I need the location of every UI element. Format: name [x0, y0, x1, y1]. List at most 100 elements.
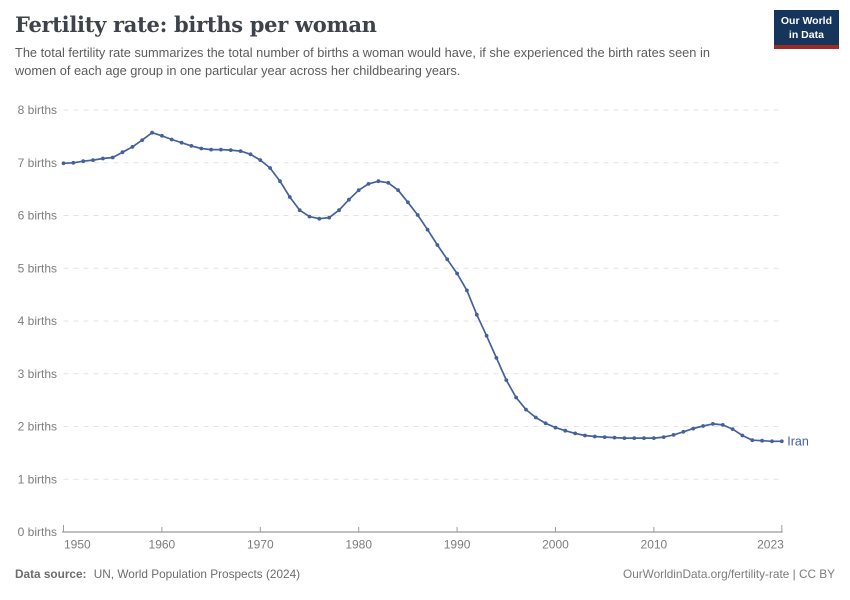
data-point[interactable] [268, 166, 272, 170]
data-point[interactable] [219, 147, 223, 152]
data-point[interactable] [779, 439, 784, 444]
data-point[interactable] [71, 160, 76, 165]
data-point[interactable] [396, 188, 400, 193]
data-point[interactable] [730, 427, 735, 431]
data-point[interactable] [504, 378, 509, 382]
y-axis-label: 8 births [18, 103, 57, 117]
data-point[interactable] [592, 434, 597, 439]
fertility-line-chart[interactable]: 0 births 1 births 2 births 3 births 4 births… [0, 95, 850, 565]
x-axis-label: 2010 [641, 538, 668, 552]
data-point[interactable] [652, 436, 656, 440]
y-axis-label: 0 births [18, 525, 57, 539]
data-point[interactable] [740, 433, 745, 438]
data-point[interactable] [356, 188, 361, 193]
data-point[interactable] [474, 312, 479, 317]
data-point[interactable] [327, 215, 332, 220]
data-point[interactable] [455, 271, 459, 276]
data-point[interactable] [563, 428, 568, 433]
y-axis-label: 7 births [18, 156, 57, 170]
data-point[interactable] [386, 180, 391, 185]
data-point[interactable] [642, 436, 646, 440]
data-point[interactable] [445, 257, 450, 262]
x-axis-label: 1950 [64, 538, 91, 552]
data-point[interactable] [524, 407, 528, 412]
y-axis-label: 5 births [18, 261, 57, 275]
data-point[interactable] [770, 439, 774, 444]
data-point[interactable] [179, 140, 184, 145]
data-point[interactable] [602, 435, 607, 439]
owid-logo[interactable]: Our World in Data [773, 10, 839, 50]
data-point[interactable] [573, 431, 578, 436]
data-point[interactable] [711, 422, 715, 426]
data-point[interactable] [160, 133, 164, 138]
data-point[interactable] [632, 436, 637, 440]
data-point[interactable] [484, 333, 489, 338]
data-point[interactable] [307, 214, 312, 219]
data-point[interactable] [612, 435, 617, 440]
data-point[interactable] [720, 423, 725, 427]
data-source: Data source: UN, World Population Prospe… [15, 567, 300, 581]
y-axis-label: 3 births [18, 367, 57, 381]
data-point[interactable] [425, 227, 430, 232]
data-point[interactable] [238, 149, 243, 153]
chart-header: Fertility rate: births per woman The tot… [15, 10, 839, 80]
data-point[interactable] [248, 152, 253, 157]
data-point[interactable] [278, 179, 282, 184]
data-point[interactable] [435, 243, 440, 247]
data-point[interactable] [287, 195, 292, 199]
y-axis-label: 2 births [18, 420, 57, 434]
data-point[interactable] [199, 146, 204, 151]
data-point[interactable] [81, 159, 86, 164]
x-axis-label: 2023 [757, 538, 784, 552]
data-point[interactable] [347, 197, 351, 202]
x-axis-label: 2000 [542, 538, 569, 552]
chart-subtitle: The total fertility rate summarizes the … [15, 45, 710, 79]
y-axis-label: 4 births [18, 314, 57, 328]
data-point[interactable] [120, 150, 125, 155]
data-point[interactable] [553, 425, 558, 430]
data-point[interactable] [317, 216, 322, 221]
data-point[interactable] [337, 208, 341, 213]
data-source-value: UN, World Population Prospects (2024) [93, 567, 301, 581]
data-point[interactable] [533, 415, 538, 420]
data-point[interactable] [681, 429, 686, 434]
data-point[interactable] [376, 179, 381, 184]
owid-logo-line2: in Data [788, 28, 824, 41]
data-point[interactable] [61, 161, 66, 166]
data-point[interactable] [91, 158, 95, 162]
data-point[interactable] [691, 426, 696, 431]
data-point[interactable] [671, 433, 676, 437]
data-point[interactable] [406, 200, 410, 205]
data-point[interactable] [258, 158, 263, 162]
data-point[interactable] [189, 144, 194, 148]
data-point[interactable] [130, 145, 135, 149]
data-point[interactable] [101, 156, 105, 161]
data-point[interactable] [760, 438, 764, 443]
data-point[interactable] [701, 424, 705, 428]
data-point[interactable] [661, 435, 666, 439]
x-axis-label: 1970 [247, 538, 274, 552]
data-point[interactable] [514, 395, 518, 400]
y-axis-label: 1 births [18, 472, 57, 486]
data-point[interactable] [140, 138, 145, 142]
data-point[interactable] [415, 213, 420, 217]
data-point[interactable] [494, 356, 499, 360]
x-axis-label: 1960 [149, 538, 176, 552]
data-point[interactable] [228, 148, 233, 152]
data-point[interactable] [297, 208, 302, 213]
data-point[interactable] [110, 155, 115, 160]
series-line-iran [63, 131, 782, 443]
credit-link[interactable]: OurWorldinData.org/fertility-rate | CC B… [623, 567, 835, 581]
data-point[interactable] [622, 436, 627, 440]
data-point[interactable] [169, 137, 174, 142]
data-point[interactable] [750, 438, 755, 443]
owid-logo-line1: Our World [780, 15, 832, 27]
data-point[interactable] [543, 421, 548, 426]
data-point[interactable] [150, 130, 155, 135]
data-point[interactable] [583, 433, 587, 438]
series-end-label[interactable]: Iran [787, 434, 809, 448]
chart-footer: Data source: UN, World Population Prospe… [15, 567, 835, 581]
data-point[interactable] [366, 182, 371, 186]
data-point[interactable] [465, 288, 469, 293]
data-point[interactable] [209, 147, 214, 152]
